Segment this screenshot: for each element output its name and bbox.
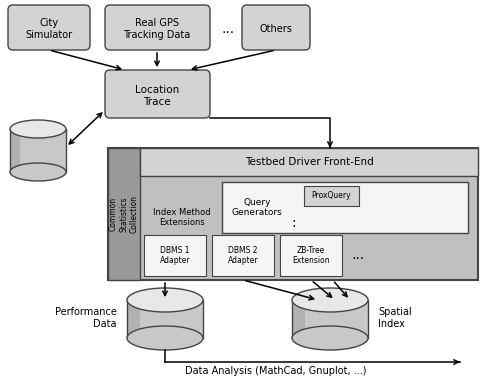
Text: Common
Statistics
Collection: Common Statistics Collection bbox=[109, 195, 139, 233]
Text: Query
Generators: Query Generators bbox=[232, 198, 282, 217]
FancyBboxPatch shape bbox=[105, 5, 210, 50]
Ellipse shape bbox=[127, 326, 203, 350]
FancyBboxPatch shape bbox=[242, 5, 310, 50]
Text: ProxQuery: ProxQuery bbox=[312, 192, 351, 200]
Text: Real GPS
Tracking Data: Real GPS Tracking Data bbox=[123, 18, 190, 40]
Text: DBMS 2
Adapter: DBMS 2 Adapter bbox=[228, 246, 258, 265]
Bar bbox=[108, 148, 478, 280]
Text: ...: ... bbox=[221, 22, 235, 36]
Bar bbox=[108, 148, 140, 280]
Bar bbox=[127, 300, 140, 338]
Bar bbox=[292, 300, 306, 338]
Bar bbox=[140, 148, 478, 176]
FancyBboxPatch shape bbox=[8, 5, 90, 50]
Ellipse shape bbox=[292, 288, 368, 312]
Text: Index Method
Extensions: Index Method Extensions bbox=[153, 207, 211, 227]
Bar bbox=[280, 235, 342, 276]
Bar bbox=[222, 182, 468, 233]
Bar bbox=[127, 300, 203, 338]
FancyBboxPatch shape bbox=[105, 70, 210, 118]
Text: ...: ... bbox=[351, 248, 365, 262]
Ellipse shape bbox=[292, 326, 368, 350]
Bar bbox=[212, 235, 274, 276]
Ellipse shape bbox=[10, 163, 66, 181]
Bar bbox=[292, 300, 368, 338]
Bar bbox=[144, 235, 206, 276]
Ellipse shape bbox=[10, 120, 66, 138]
Text: ZB-Tree
Extension: ZB-Tree Extension bbox=[292, 246, 330, 265]
Bar bbox=[304, 186, 359, 206]
Text: Spatial
Index: Spatial Index bbox=[378, 307, 412, 329]
Text: Location
Trace: Location Trace bbox=[135, 85, 179, 107]
Text: City
Simulator: City Simulator bbox=[26, 18, 72, 40]
Text: DBMS 1
Adapter: DBMS 1 Adapter bbox=[160, 246, 190, 265]
Text: Data Analysis (MathCad, Gnuplot, ...): Data Analysis (MathCad, Gnuplot, ...) bbox=[185, 366, 367, 376]
Ellipse shape bbox=[127, 288, 203, 312]
Bar bbox=[10, 129, 20, 172]
Text: Performance
Data: Performance Data bbox=[55, 307, 117, 329]
Text: Testbed Driver Front-End: Testbed Driver Front-End bbox=[245, 157, 373, 167]
Text: Others: Others bbox=[260, 24, 292, 34]
Bar bbox=[10, 129, 66, 172]
Text: :: : bbox=[292, 216, 296, 230]
